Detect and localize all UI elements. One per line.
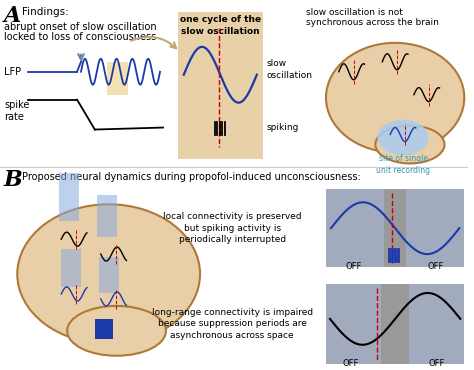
Bar — [326, 284, 381, 364]
Bar — [409, 284, 464, 364]
Bar — [61, 249, 81, 287]
Bar — [99, 257, 118, 293]
Bar — [95, 319, 113, 339]
Text: slow
oscillation: slow oscillation — [267, 59, 313, 80]
Text: long-range connectivity is impaired
because suppression periods are
asynchronous: long-range connectivity is impaired beca… — [152, 307, 313, 340]
Ellipse shape — [377, 120, 428, 155]
Text: site of single
unit recording: site of single unit recording — [376, 154, 430, 175]
Ellipse shape — [326, 43, 464, 152]
Text: OFF: OFF — [428, 359, 445, 368]
Ellipse shape — [17, 204, 200, 344]
Text: locked to loss of consciousness: locked to loss of consciousness — [4, 32, 156, 42]
Text: OFF: OFF — [427, 262, 443, 271]
Bar — [326, 189, 464, 267]
Text: local connectivity is preserved
but spiking activity is
periodically interrupted: local connectivity is preserved but spik… — [163, 212, 301, 245]
Text: Proposed neural dynamics during propofol-induced unconsciousness:: Proposed neural dynamics during propofol… — [22, 172, 361, 182]
Bar — [178, 12, 263, 159]
Bar — [326, 189, 384, 267]
Text: LFP: LFP — [4, 67, 21, 77]
Ellipse shape — [375, 125, 445, 164]
Text: spiking: spiking — [267, 123, 299, 132]
Bar — [97, 195, 117, 237]
Bar — [326, 284, 464, 364]
Text: one cycle of the
slow oscillation: one cycle of the slow oscillation — [180, 15, 261, 36]
Text: A: A — [4, 5, 21, 27]
Text: B: B — [4, 169, 23, 191]
Text: slow oscillation is not: slow oscillation is not — [306, 8, 403, 17]
Text: OFF: OFF — [343, 359, 359, 368]
Text: abrupt onset of slow oscillation: abrupt onset of slow oscillation — [4, 22, 156, 32]
Ellipse shape — [67, 306, 166, 356]
Text: OFF: OFF — [346, 262, 362, 271]
Bar — [107, 62, 128, 95]
Text: synchronous across the brain: synchronous across the brain — [306, 18, 439, 27]
Bar — [59, 174, 79, 221]
Text: spike
rate: spike rate — [4, 100, 29, 122]
Bar — [406, 189, 464, 267]
Text: Findings:: Findings: — [22, 7, 68, 17]
